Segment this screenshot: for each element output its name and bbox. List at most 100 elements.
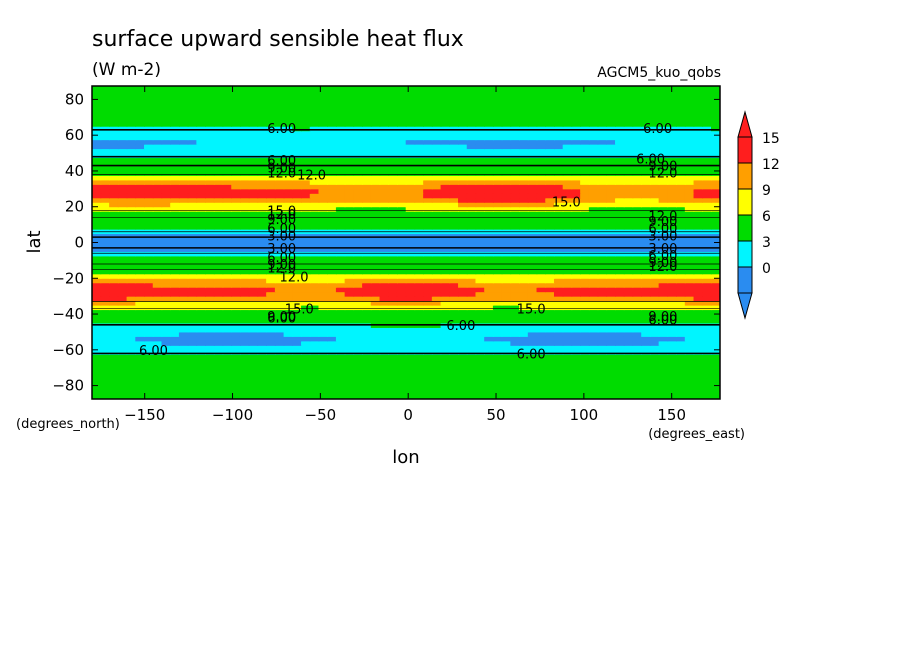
field-cell (92, 206, 102, 212)
field-cell (632, 103, 642, 109)
field-cell (658, 206, 669, 212)
field-cell (571, 99, 581, 105)
field-cell (684, 242, 695, 248)
field-cell (396, 295, 407, 302)
field-cell (641, 260, 651, 266)
field-cell (109, 125, 119, 132)
field-cell (492, 251, 503, 257)
field-cell (379, 175, 390, 181)
field-cell (144, 161, 154, 167)
field-cell (161, 327, 171, 333)
field-cell (536, 389, 547, 396)
field-cell (117, 206, 128, 212)
field-cell (327, 99, 337, 105)
field-cell (396, 300, 407, 306)
field-cell (100, 86, 110, 91)
field-cell (274, 269, 285, 275)
field-cell (623, 246, 634, 252)
field-cell (414, 121, 424, 127)
field-cell (178, 295, 189, 302)
field-cell (580, 170, 590, 176)
field-cell (597, 313, 608, 320)
field-cell (92, 201, 102, 208)
field-cell (571, 237, 581, 243)
field-cell (562, 224, 573, 230)
field-cell (117, 255, 128, 261)
field-cell (693, 389, 704, 396)
field-cell (379, 242, 390, 248)
field-cell (396, 385, 407, 391)
field-cell (266, 219, 276, 226)
field-cell (379, 143, 390, 150)
field-cell (126, 188, 137, 194)
field-cell (370, 304, 381, 311)
field-cell (414, 376, 424, 382)
field-cell (362, 130, 372, 136)
field-cell (484, 157, 494, 163)
field-cell (597, 99, 608, 105)
field-cell (475, 184, 485, 190)
field-cell (649, 188, 660, 194)
field-cell (649, 201, 660, 208)
field-cell (222, 362, 233, 369)
field-cell (100, 300, 110, 306)
field-cell (283, 184, 294, 190)
field-cell (545, 161, 555, 167)
field-cell (431, 237, 442, 243)
field-cell (257, 269, 267, 275)
field-cell (309, 143, 320, 150)
field-cell (248, 103, 259, 109)
field-cell (248, 108, 259, 114)
field-cell (396, 345, 407, 351)
field-cell (126, 143, 137, 150)
field-cell (109, 380, 119, 387)
field-cell (92, 152, 102, 159)
field-cell (196, 170, 206, 176)
field-cell (676, 233, 686, 239)
field-cell (676, 340, 686, 346)
field-cell (553, 394, 564, 399)
field-cell (170, 380, 180, 387)
field-cell (492, 197, 503, 203)
field-cell (92, 273, 102, 279)
field-cell (335, 255, 346, 261)
field-cell (396, 94, 407, 100)
field-cell (405, 94, 416, 100)
field-cell (492, 170, 503, 176)
field-cell (205, 304, 215, 311)
field-cell (388, 215, 398, 221)
field-cell (484, 170, 494, 176)
field-cell (545, 143, 555, 150)
field-cell (484, 380, 494, 387)
field-cell (196, 385, 206, 391)
field-cell (152, 376, 163, 382)
field-cell (641, 389, 651, 396)
field-cell (580, 286, 590, 293)
field-cell (109, 188, 119, 194)
field-cell (248, 134, 259, 141)
field-cell (588, 108, 599, 114)
field-cell (109, 304, 119, 311)
field-cell (117, 304, 128, 311)
field-cell (597, 219, 608, 226)
field-cell (274, 166, 285, 172)
field-cell (152, 353, 163, 360)
field-cell (362, 112, 372, 118)
field-cell (196, 219, 206, 226)
field-cell (396, 108, 407, 114)
field-cell (100, 304, 110, 311)
field-cell (309, 193, 320, 199)
field-cell (414, 282, 424, 288)
field-cell (431, 327, 442, 333)
field-cell (126, 313, 137, 320)
field-cell (431, 309, 442, 315)
field-cell (571, 331, 581, 337)
field-cell (318, 197, 328, 203)
field-cell (501, 336, 512, 342)
field-cell (702, 134, 712, 141)
field-cell (693, 282, 704, 288)
field-cell (205, 389, 215, 396)
field-cell (109, 86, 119, 91)
field-cell (606, 331, 616, 337)
field-cell (615, 193, 625, 199)
